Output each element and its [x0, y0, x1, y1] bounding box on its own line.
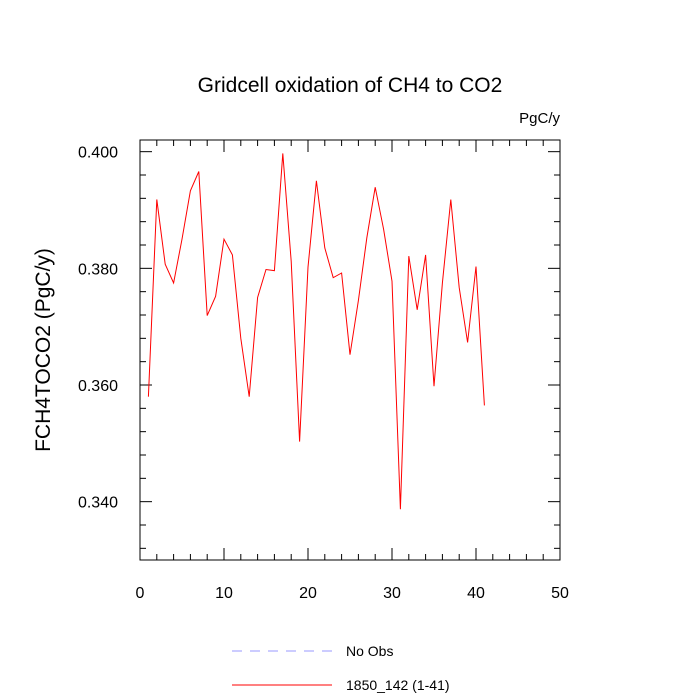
series-group [147, 153, 485, 510]
x-tick-label: 30 [383, 585, 401, 602]
axis-tick-labels: 0 10 20 30 40 50 0.340 0.360 0.380 0.400 [78, 145, 569, 602]
x-tick-label: 10 [215, 585, 233, 602]
x-tick-label: 20 [299, 585, 317, 602]
chart-title: Gridcell oxidation of CH4 to CO2 [198, 74, 503, 97]
x-tick-label: 40 [467, 585, 485, 602]
y-axis-label: FCH4TOCO2 (PgC/y) [32, 248, 55, 452]
x-tick-label: 50 [551, 585, 569, 602]
y-tick-label: 0.380 [78, 261, 118, 278]
legend-label: 1850_142 (1-41) [346, 677, 450, 693]
legend-label: No Obs [346, 643, 393, 659]
plot-frame [139, 139, 561, 561]
x-tick-label: 0 [136, 585, 145, 602]
y-tick-label: 0.340 [78, 495, 118, 512]
y-tick-label: 0.400 [78, 145, 118, 162]
units-label: PgC/y [519, 110, 560, 127]
y-tick-label: 0.360 [78, 378, 118, 395]
series-line [147, 153, 485, 510]
legend: No Obs 1850_142 (1-41) [232, 643, 450, 693]
axis-ticks [139, 140, 561, 560]
